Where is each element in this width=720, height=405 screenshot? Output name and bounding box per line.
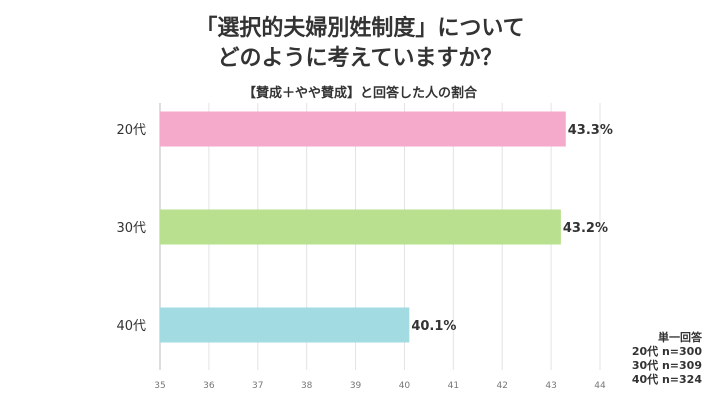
x-tick-label: 38 — [301, 381, 313, 391]
sample-note: 単一回答 20代 n=300 30代 n=309 40代 n=324 — [632, 331, 702, 387]
bars — [160, 111, 566, 343]
note-line-1: 単一回答 — [658, 331, 702, 344]
x-tick-label: 43 — [545, 381, 556, 391]
category-label: 20代 — [116, 123, 146, 138]
x-tick-label: 41 — [448, 381, 459, 391]
x-tick-label: 40 — [399, 381, 411, 391]
x-tick-labels: 35 36 37 38 39 40 41 42 43 44 — [154, 381, 606, 391]
x-tick-label: 36 — [203, 381, 215, 391]
bar-3 — [160, 307, 410, 343]
chart-title-line-2: どのように考えていますか？ — [217, 46, 503, 71]
value-label: 43.2% — [563, 221, 608, 236]
bar-1 — [160, 111, 566, 147]
x-tick-label: 35 — [154, 381, 165, 391]
note-line-2: 20代 n=300 — [631, 345, 702, 358]
chart-subtitle: 【賛成＋やや賛成】と回答した人の割合 — [242, 86, 477, 101]
note-line-4: 40代 n=324 — [631, 373, 702, 386]
value-label: 40.1% — [411, 319, 456, 334]
category-label: 30代 — [116, 221, 146, 236]
x-tick-label: 37 — [252, 381, 263, 391]
value-label: 43.3% — [568, 123, 613, 138]
x-tick-label: 44 — [594, 381, 606, 391]
chart-title-line-1: 「選択的夫婦別姓制度」について — [195, 16, 525, 41]
category-label: 40代 — [116, 319, 146, 334]
category-labels: 20代 30代 40代 — [116, 123, 146, 334]
note-line-3: 30代 n=309 — [631, 359, 702, 372]
x-tick-label: 42 — [496, 381, 507, 391]
bar-2 — [160, 209, 561, 245]
x-tick-label: 39 — [350, 381, 362, 391]
value-labels: 43.3% 43.2% 40.1% — [411, 123, 613, 334]
